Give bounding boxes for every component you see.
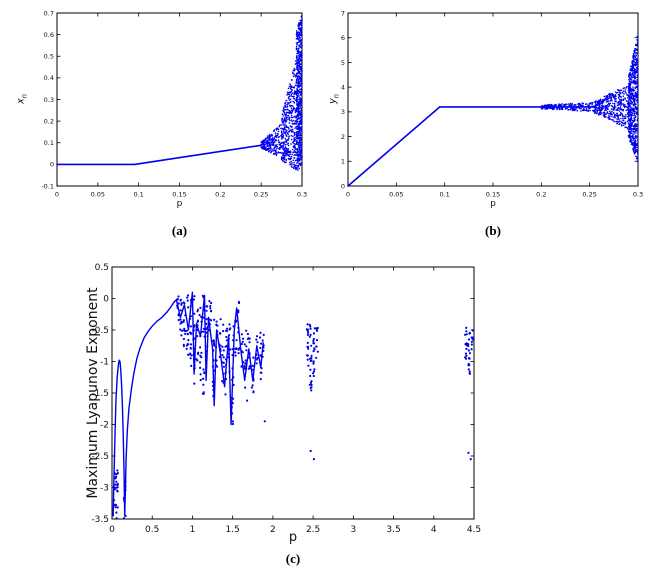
svg-text:0.5: 0.5 <box>145 525 159 535</box>
svg-text:4.5: 4.5 <box>467 525 481 535</box>
svg-text:0.2: 0.2 <box>215 191 225 199</box>
svg-text:0.1: 0.1 <box>133 191 143 199</box>
svg-text:2.5: 2.5 <box>306 525 320 535</box>
chart-b-plot: 0 0.05 0.1 0.15 0.2 0.25 0.3 0 1 2 3 4 5 6 7 <box>341 9 643 199</box>
svg-text:0: 0 <box>346 191 350 199</box>
chart-a-plot: 0 0.05 0.1 0.15 0.2 0.25 0.3-0.100.10.20.30.40… <box>41 9 307 199</box>
svg-text:4: 4 <box>341 83 345 91</box>
svg-text:0.1: 0.1 <box>439 191 449 199</box>
svg-text:-3.5: -3.5 <box>91 515 109 525</box>
chart-c-ylabel: Maximum Lyapunov Exponent <box>85 287 101 499</box>
caption-a: (a) <box>171 223 188 238</box>
svg-text:-2: -2 <box>100 421 109 431</box>
svg-text:0.5: 0.5 <box>95 263 109 273</box>
svg-text:0.7: 0.7 <box>44 9 54 17</box>
svg-text:0.6: 0.6 <box>44 31 54 39</box>
svg-text:0.2: 0.2 <box>536 191 546 199</box>
svg-text:0.1: 0.1 <box>44 139 54 147</box>
caption-b: (b) <box>485 223 501 238</box>
svg-text:0.3: 0.3 <box>44 96 54 104</box>
svg-text:-1.5: -1.5 <box>91 389 109 399</box>
chart-a-xlabel: p <box>176 199 183 209</box>
svg-text:-0.1: -0.1 <box>41 182 54 190</box>
svg-text:0.25: 0.25 <box>582 191 596 199</box>
svg-text:0: 0 <box>50 161 54 169</box>
chart-c-plot: 0 0.5 1 1.5 2 2.5 3 3.5 4 4.5 -3.5 -3 -2.5 -2 -1.5 -1 -0… <box>91 263 481 535</box>
svg-text:0: 0 <box>341 182 345 190</box>
svg-text:0.3: 0.3 <box>297 191 307 199</box>
svg-text:0.5: 0.5 <box>44 53 54 61</box>
svg-text:3: 3 <box>350 525 356 535</box>
svg-text:0.25: 0.25 <box>254 191 268 199</box>
chart-b-ylabel: yn <box>327 94 341 104</box>
svg-text:3: 3 <box>341 108 345 116</box>
svg-text:0.15: 0.15 <box>172 191 186 199</box>
svg-text:4: 4 <box>431 525 437 535</box>
svg-text:5: 5 <box>341 59 345 67</box>
svg-text:3.5: 3.5 <box>386 525 400 535</box>
chart-a-ylabel: xn <box>15 94 29 104</box>
svg-text:-0.5: -0.5 <box>91 326 109 336</box>
caption-c: (c) <box>285 551 301 566</box>
svg-text:-1: -1 <box>100 358 109 368</box>
svg-text:0.05: 0.05 <box>389 191 403 199</box>
svg-text:0.4: 0.4 <box>44 74 54 82</box>
svg-text:2: 2 <box>341 133 345 141</box>
svg-text:1: 1 <box>190 525 196 535</box>
svg-text:0.3: 0.3 <box>633 191 643 199</box>
svg-text:0: 0 <box>55 191 59 199</box>
chart-c-xlabel: p <box>288 530 298 545</box>
svg-text:6: 6 <box>341 34 345 42</box>
svg-text:0: 0 <box>103 295 109 305</box>
svg-text:0.15: 0.15 <box>486 191 500 199</box>
svg-text:0.05: 0.05 <box>91 191 105 199</box>
svg-text:7: 7 <box>341 9 345 17</box>
chart-b-xlabel: p <box>490 199 496 209</box>
svg-text:0.2: 0.2 <box>44 117 54 125</box>
svg-text:0: 0 <box>109 525 115 535</box>
svg-text:-2.5: -2.5 <box>91 452 109 462</box>
svg-text:1.5: 1.5 <box>226 525 240 535</box>
svg-text:2: 2 <box>270 525 276 535</box>
svg-text:1: 1 <box>341 158 345 166</box>
svg-text:-3: -3 <box>100 484 109 494</box>
